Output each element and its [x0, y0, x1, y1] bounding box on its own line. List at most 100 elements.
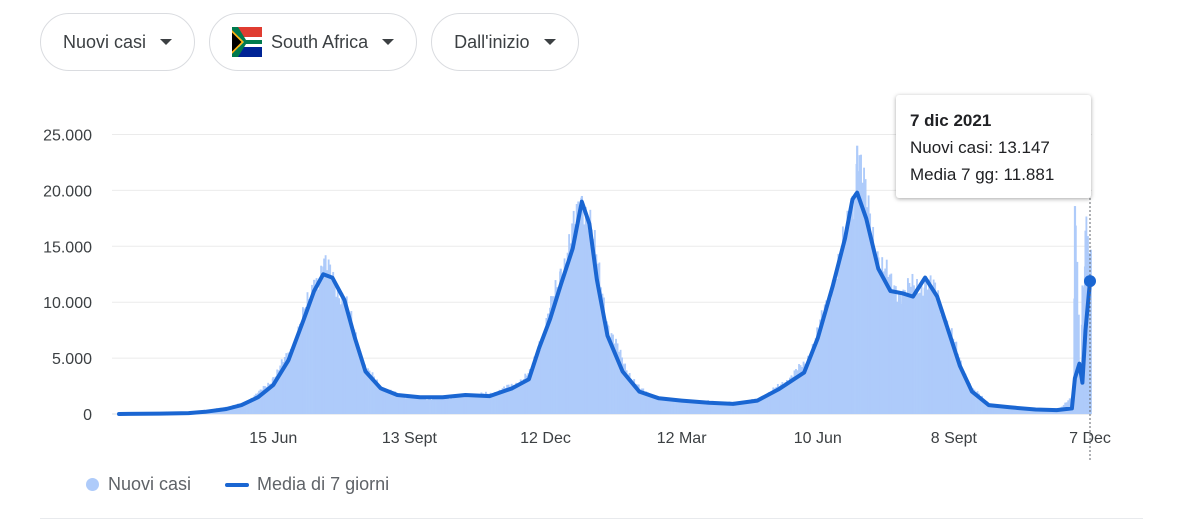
case-bar: [233, 405, 236, 414]
case-bar: [634, 383, 637, 414]
legend-bars-label: Nuovi casi: [108, 474, 192, 494]
case-bar: [403, 396, 406, 414]
case-bar: [652, 397, 655, 414]
case-bar: [268, 383, 271, 414]
case-bar: [666, 399, 669, 414]
case-bar: [740, 402, 743, 414]
case-bar: [593, 230, 596, 414]
period-dropdown[interactable]: Dall'inizio: [431, 13, 579, 71]
case-bar: [507, 384, 510, 414]
chart-tooltip: 7 dic 2021 Nuovi casi: 13.147 Media 7 gg…: [896, 95, 1091, 198]
case-bar: [720, 402, 723, 414]
case-bar: [412, 397, 415, 414]
x-tick-label: 12 Mar: [657, 430, 707, 447]
case-bar: [331, 277, 334, 414]
case-bar: [964, 373, 967, 414]
case-bar: [362, 360, 365, 414]
case-bar: [683, 400, 686, 414]
case-bar: [1006, 406, 1009, 414]
case-bar: [638, 389, 641, 414]
case-bar: [444, 398, 447, 414]
case-bar: [504, 388, 507, 414]
case-bar: [769, 392, 772, 414]
chart-legend: Nuovi casi Media di 7 giorni: [86, 474, 389, 495]
case-bar: [645, 391, 648, 414]
case-bar: [503, 386, 506, 414]
case-bar: [324, 255, 327, 414]
period-dropdown-label: Dall'inizio: [454, 31, 530, 52]
case-bar: [272, 377, 275, 414]
case-bar: [477, 394, 480, 414]
case-bar: [601, 293, 604, 414]
case-bar: [686, 399, 689, 414]
case-bar: [924, 279, 927, 414]
case-bar: [311, 284, 313, 414]
case-bar: [723, 402, 726, 414]
case-bar: [492, 394, 495, 414]
case-bar: [563, 258, 566, 414]
country-dropdown[interactable]: South Africa: [209, 13, 418, 71]
case-bar: [698, 401, 701, 414]
case-bar: [950, 328, 953, 414]
case-bar: [789, 377, 791, 414]
case-bar: [764, 395, 767, 414]
case-bar: [705, 401, 708, 414]
case-bar: [734, 402, 737, 414]
case-bar: [255, 393, 257, 414]
case-bar: [336, 287, 339, 414]
case-bar: [628, 373, 631, 414]
south-africa-flag-icon: [232, 27, 263, 57]
case-bar: [987, 403, 990, 414]
case-bar: [430, 399, 433, 414]
case-bar: [971, 389, 974, 414]
case-bar: [903, 290, 906, 414]
case-bar: [610, 333, 613, 414]
case-bar: [929, 275, 932, 414]
divider: [40, 518, 1143, 519]
case-bar: [298, 323, 301, 414]
case-bar: [562, 275, 565, 414]
x-tick-label: 12 Dec: [520, 430, 571, 447]
case-bar: [931, 288, 934, 414]
caret-down-icon: [160, 39, 173, 45]
case-bar: [302, 313, 305, 414]
case-bar: [826, 308, 829, 414]
case-bar: [816, 330, 819, 414]
case-bar: [825, 300, 828, 414]
case-bar: [884, 268, 887, 414]
case-bar: [274, 376, 277, 414]
case-bar: [873, 247, 876, 414]
case-bar: [1044, 409, 1047, 414]
case-bar: [625, 370, 628, 414]
metric-dropdown[interactable]: Nuovi casi: [40, 13, 196, 71]
case-bar: [270, 383, 273, 414]
case-bar: [624, 363, 627, 414]
case-bar: [374, 380, 377, 414]
case-bar: [875, 261, 878, 414]
case-bar: [719, 402, 722, 414]
case-bar: [515, 382, 518, 414]
case-bar: [841, 226, 844, 414]
case-bar: [865, 207, 868, 414]
case-bar: [495, 393, 498, 414]
case-bar: [483, 393, 486, 414]
case-bar: [426, 400, 428, 414]
case-bar: [1049, 410, 1052, 414]
case-bar: [993, 404, 996, 414]
case-bar: [415, 395, 418, 414]
case-bar: [243, 403, 245, 414]
case-bar: [249, 399, 251, 414]
case-bar: [533, 356, 536, 414]
case-bar: [511, 384, 514, 414]
case-bar: [436, 396, 439, 414]
case-bar: [292, 342, 295, 414]
case-bar: [758, 397, 761, 414]
case-bar: [313, 279, 316, 414]
case-bar: [501, 388, 504, 414]
case-bar: [711, 400, 714, 414]
case-bar: [280, 359, 283, 414]
case-bar: [621, 363, 624, 414]
case-bar: [901, 291, 904, 414]
case-bar: [689, 399, 692, 414]
